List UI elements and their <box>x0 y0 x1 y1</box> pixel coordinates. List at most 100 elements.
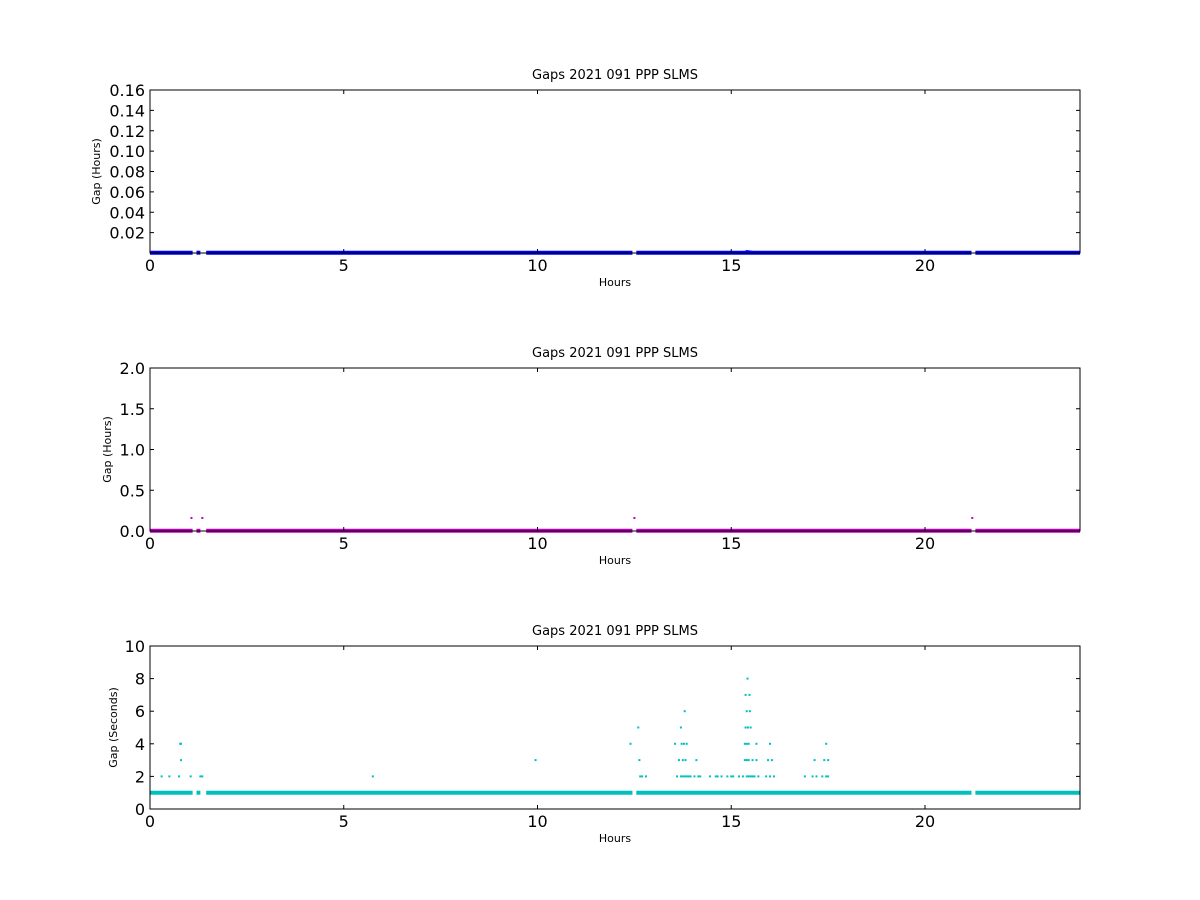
data-point <box>708 775 711 778</box>
x-tick-label: 5 <box>339 256 349 275</box>
data-point <box>803 775 806 778</box>
data-point <box>680 742 683 745</box>
data-point <box>821 775 824 778</box>
y-tick-label: 2 <box>135 767 145 786</box>
data-point <box>749 726 752 729</box>
x-tick-label: 0 <box>145 256 155 275</box>
data-point <box>639 775 642 778</box>
data-point <box>823 759 826 762</box>
data-point <box>629 742 632 745</box>
data-point <box>720 775 723 778</box>
y-tick-label: 0.10 <box>109 142 145 161</box>
y-tick-label: 0.5 <box>120 481 145 500</box>
y-tick-label: 0.16 <box>109 81 145 100</box>
data-point <box>674 742 677 745</box>
data-point <box>755 759 758 762</box>
data-point <box>743 759 746 762</box>
data-point <box>732 775 735 778</box>
data-point <box>726 775 729 778</box>
data-point <box>741 775 744 778</box>
data-point <box>745 759 748 762</box>
chart-title: Gaps 2021 091 PPP SLMS <box>532 346 698 361</box>
data-point <box>201 516 204 519</box>
y-tick-label: 1.0 <box>120 441 145 460</box>
data-point <box>825 775 828 778</box>
x-tick-label: 0 <box>145 534 155 553</box>
y-tick-label: 0.08 <box>109 163 145 182</box>
data-point <box>190 516 193 519</box>
y-tick-label: 10 <box>125 637 145 656</box>
data-point <box>645 775 647 778</box>
data-point <box>685 742 688 745</box>
data-point <box>699 775 702 778</box>
data-point <box>765 775 768 778</box>
data-point <box>681 759 684 762</box>
x-axis-label: Hours <box>599 276 631 289</box>
y-tick-label: 0.06 <box>109 183 145 202</box>
y-axis-label: Gap (Hours) <box>90 138 103 205</box>
y-tick-label: 0.04 <box>109 203 145 222</box>
data-point <box>683 775 686 778</box>
data-point <box>687 775 690 778</box>
data-point <box>730 775 733 778</box>
data-point <box>677 759 680 762</box>
data-point <box>633 516 636 519</box>
data-point <box>180 742 182 745</box>
data-point <box>693 775 696 778</box>
plot-frame <box>149 645 1081 810</box>
data-point <box>753 775 756 778</box>
data-point <box>637 726 640 729</box>
data-point <box>769 742 771 745</box>
y-tick-label: 4 <box>135 735 145 754</box>
chart-title: Gaps 2021 091 PPP SLMS <box>532 624 698 639</box>
data-point <box>695 759 698 762</box>
y-axis-label: Gap (Hours) <box>101 416 114 483</box>
chart-panel-3: 0 5 10 15 20 0 2 4 6 8 10 Gaps 2021 091 PPP SLMS Hou… <box>107 624 1081 845</box>
data-point <box>971 516 974 519</box>
x-tick-label: 5 <box>339 534 349 553</box>
data-point <box>748 693 751 696</box>
data-point <box>189 775 192 778</box>
data-point <box>682 742 685 745</box>
data-point <box>743 742 746 745</box>
data-point <box>679 775 682 778</box>
x-tick-label: 15 <box>721 256 741 275</box>
data-point <box>749 775 752 778</box>
data-point <box>747 742 750 745</box>
y-tick-label: 2.0 <box>120 359 145 378</box>
x-tick-label: 10 <box>527 256 547 275</box>
data-point <box>201 775 204 778</box>
x-axis-label: Hours <box>599 832 631 845</box>
x-tick-label: 15 <box>721 812 741 831</box>
data-point <box>769 775 771 778</box>
data-point <box>745 710 748 713</box>
data-point <box>757 775 760 778</box>
data-point <box>827 759 830 762</box>
data-point <box>679 726 682 729</box>
y-tick-label: 0.0 <box>120 522 145 541</box>
data-point <box>714 775 717 778</box>
data-point <box>747 250 750 253</box>
data-point <box>815 775 818 778</box>
data-point <box>638 759 641 762</box>
data-point <box>180 251 182 254</box>
data-point <box>745 775 748 778</box>
data-point <box>681 775 684 778</box>
data-point <box>813 759 816 762</box>
y-tick-label: 0.12 <box>109 122 145 141</box>
data-point <box>755 742 758 745</box>
data-point <box>160 775 163 778</box>
data-point <box>371 775 374 778</box>
chart-panel-2: 0 5 10 15 20 0.0 0.5 1.0 1.5 2.0 Gaps 2021 091 PPP… <box>101 346 1081 567</box>
data-point <box>716 775 719 778</box>
y-tick-label: 8 <box>135 670 145 689</box>
data-point <box>199 775 202 778</box>
data-point <box>683 710 686 713</box>
data-point <box>747 759 750 762</box>
chart-panel-1: 0 5 10 15 20 0.02 0.040.060.08 0.100.12 0.140.16… <box>90 68 1081 289</box>
data-point <box>745 742 748 745</box>
y-tick-label: 0 <box>135 800 145 819</box>
chart-title: Gaps 2021 091 PPP SLMS <box>532 68 698 83</box>
data-point <box>534 759 537 762</box>
